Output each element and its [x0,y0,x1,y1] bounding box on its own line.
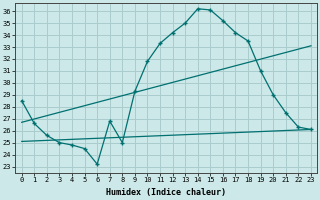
X-axis label: Humidex (Indice chaleur): Humidex (Indice chaleur) [106,188,226,197]
